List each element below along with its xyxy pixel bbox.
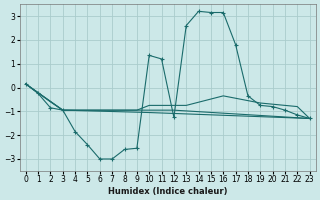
X-axis label: Humidex (Indice chaleur): Humidex (Indice chaleur) <box>108 187 228 196</box>
